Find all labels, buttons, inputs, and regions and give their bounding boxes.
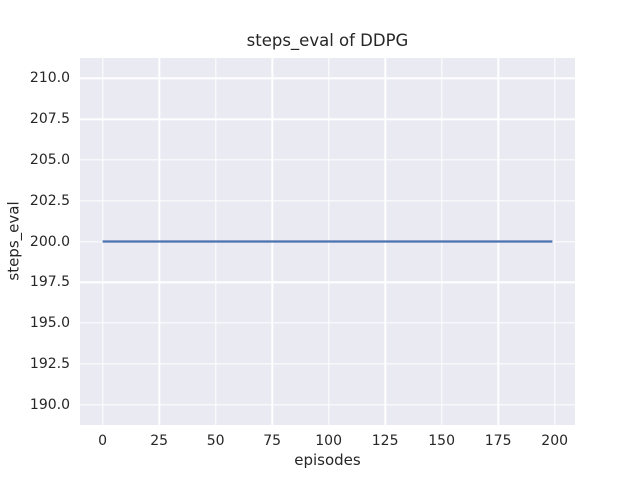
x-tick-label: 50: [206, 433, 225, 449]
y-tick-label: 205.0: [29, 151, 70, 168]
gridline-horizontal: [80, 281, 575, 283]
plot-area: [80, 58, 575, 425]
x-tick-label: 0: [98, 433, 108, 449]
y-tick-label: 210.0: [29, 70, 70, 87]
chart-title: steps_eval of DDPG: [246, 31, 409, 50]
y-tick-label: 192.5: [29, 355, 70, 372]
x-tick-label: 125: [371, 433, 399, 449]
y-tick-label: 200.0: [29, 233, 70, 250]
gridline-horizontal: [80, 159, 575, 161]
y-tick-label: 207.5: [29, 111, 70, 128]
x-tick-label: 200: [541, 433, 569, 449]
x-axis-label: episodes: [294, 451, 361, 469]
gridline-horizontal: [80, 403, 575, 406]
y-tick-label: 197.5: [29, 274, 70, 291]
x-tick-label: 25: [150, 433, 169, 449]
y-tick-label: 190.0: [29, 396, 70, 413]
gridline-horizontal: [80, 363, 575, 365]
y-tick-label: 202.5: [29, 192, 70, 209]
gridline-horizontal: [80, 200, 575, 202]
y-tick-label: 195.0: [29, 315, 70, 332]
x-tick-label: 150: [428, 433, 456, 449]
gridline-horizontal: [80, 322, 575, 324]
x-tick-label: 75: [263, 433, 282, 449]
x-tick-label: 175: [484, 433, 512, 449]
gridline-horizontal: [80, 118, 575, 120]
gridline-horizontal: [80, 77, 575, 80]
x-tick-label: 100: [315, 433, 342, 449]
series-plot: [102, 240, 553, 243]
